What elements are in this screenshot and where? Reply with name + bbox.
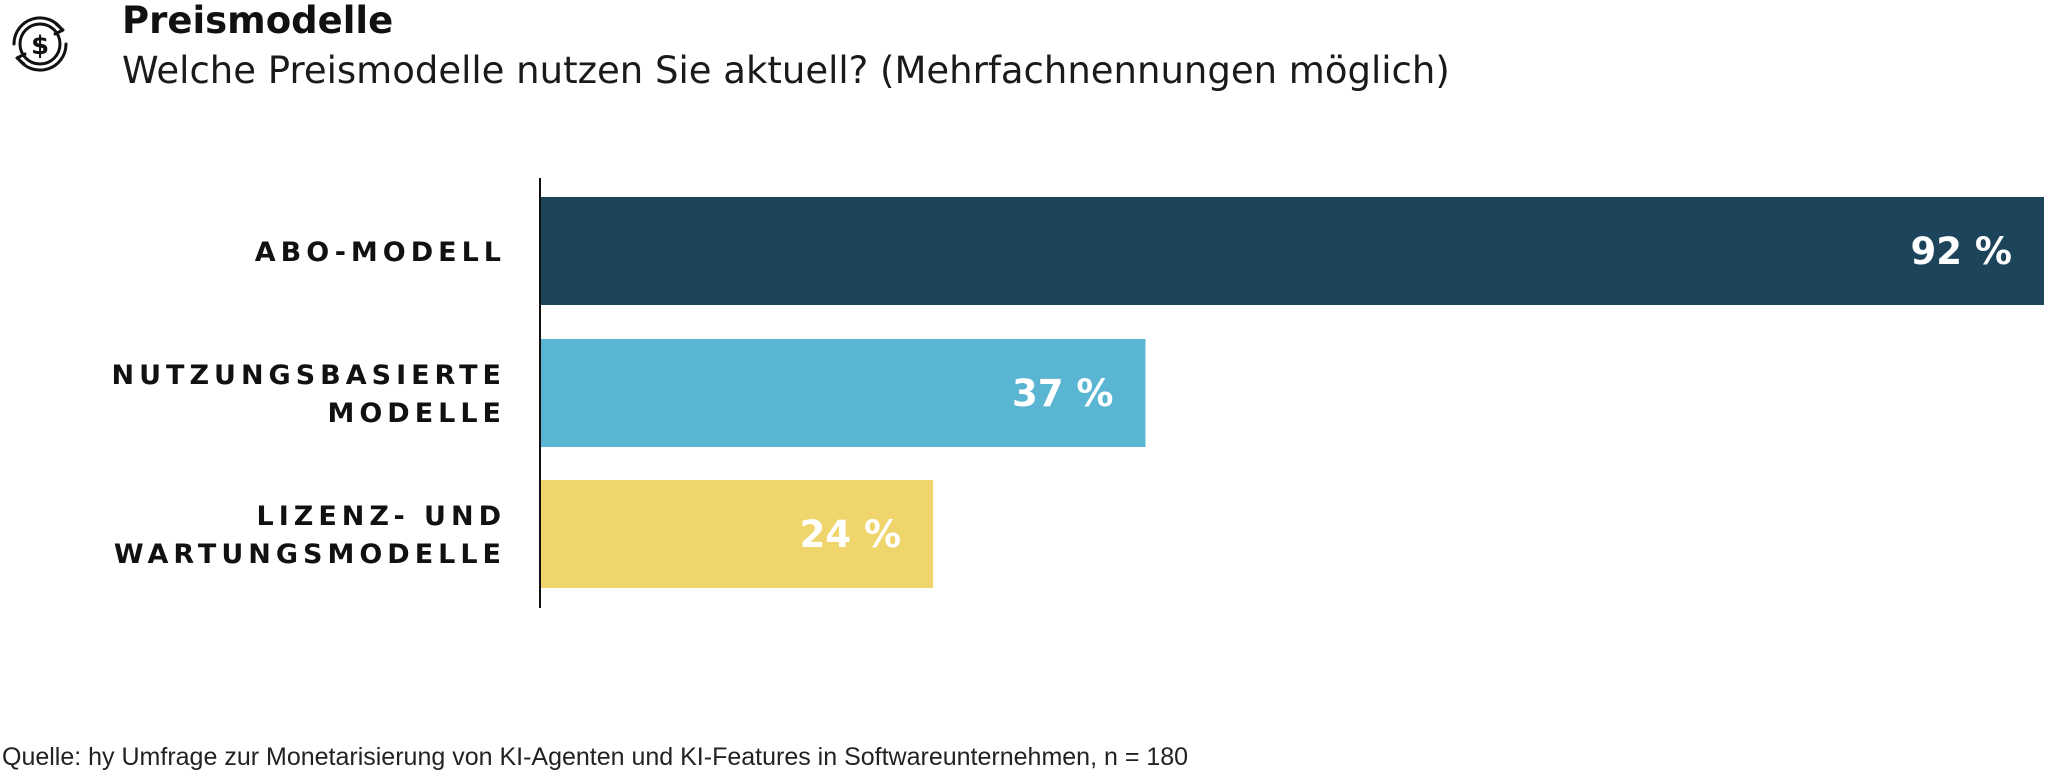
bar-1 (541, 197, 2044, 305)
dollar-coin-cycle-icon: $ (12, 16, 68, 72)
bar-3 (541, 480, 934, 588)
value-label-2: 37 % (1012, 372, 1113, 415)
bar-2 (541, 339, 1146, 447)
category-label-2-line-1: NUTZUNGSBASIERTE (112, 360, 507, 391)
chart-title: Preismodelle (122, 0, 394, 42)
category-label-3-line-1: LIZENZ- UND (256, 501, 506, 532)
category-label-1-line-1: ABO-MODELL (255, 237, 506, 268)
category-label-3-line-2: WARTUNGSMODELLE (114, 539, 506, 570)
chart-subtitle: Welche Preismodelle nutzen Sie aktuell? … (122, 49, 1450, 92)
category-label-2-line-2: MODELLE (327, 398, 506, 429)
bar-chart: 92 % ABO-MODELL 37 % NUTZUNGSBASIERTE MODELL… (112, 178, 2044, 608)
value-label-1: 92 % (1911, 230, 2012, 273)
value-label-3: 24 % (800, 513, 901, 556)
svg-text:$: $ (31, 31, 49, 61)
source-note: Quelle: hy Umfrage zur Monetarisierung v… (2, 743, 1189, 771)
